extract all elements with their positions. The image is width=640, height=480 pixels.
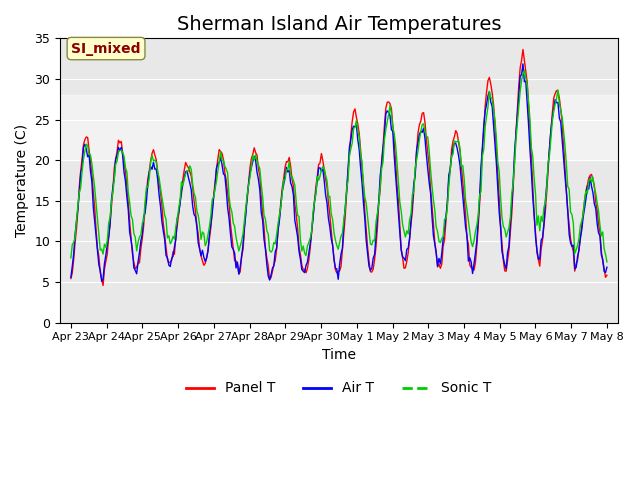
Text: SI_mixed: SI_mixed [71, 42, 141, 56]
Y-axis label: Temperature (C): Temperature (C) [15, 124, 29, 237]
Legend: Panel T, Air T, Sonic T: Panel T, Air T, Sonic T [181, 376, 497, 401]
X-axis label: Time: Time [322, 348, 356, 362]
Bar [60, 95, 618, 160]
Title: Sherman Island Air Temperatures: Sherman Island Air Temperatures [177, 15, 501, 34]
